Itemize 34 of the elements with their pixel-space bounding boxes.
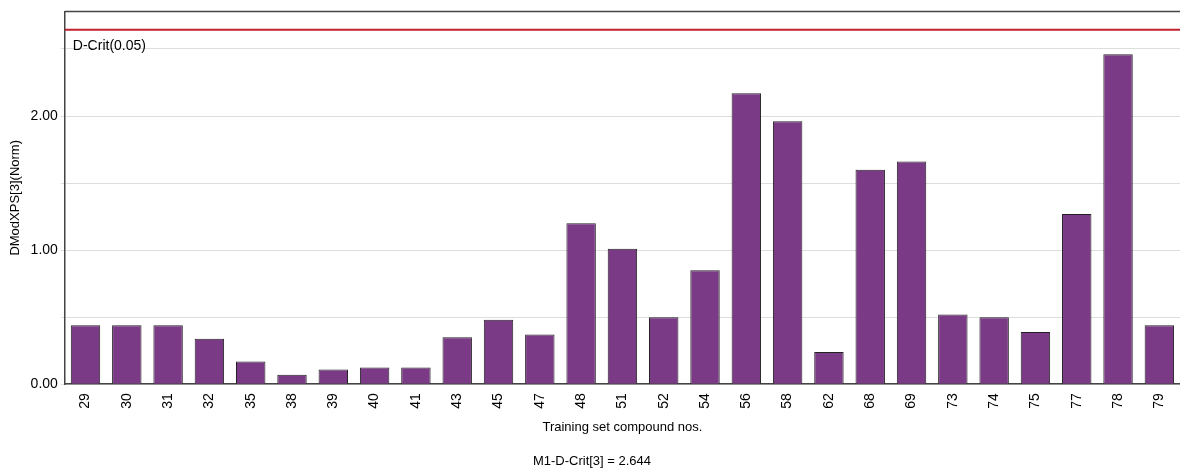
x-tick-label: 52 [654,393,671,409]
x-tick-label: 48 [571,393,588,409]
x-tick-label: 68 [861,393,878,409]
x-tick-label: 41 [406,393,423,409]
x-tick-label: 62 [819,393,836,409]
x-tick-label: 75 [1026,393,1043,409]
x-tick-label: 38 [282,393,299,409]
x-tick-label: 56 [737,393,754,409]
y-tick-label: 1.00 [30,240,59,257]
y-tick-label: 0.00 [30,375,59,392]
x-tick-label: 39 [324,393,341,409]
x-axis-title: Training set compound nos. [542,419,703,435]
y-tick-label: 2.00 [30,106,59,123]
x-tick-label: 35 [241,393,258,409]
x-tick-label: 45 [489,393,506,409]
x-tick-label: 78 [1108,393,1125,409]
x-tick-label: 54 [695,393,712,409]
y-axis-title: DModXPS[3](Norm) [7,140,23,256]
x-tick-label: 79 [1150,393,1167,409]
x-tick-label: 69 [902,393,919,409]
x-tick-label: 31 [158,393,175,409]
x-tick-label: 51 [613,393,630,409]
x-tick-label: 47 [530,393,547,409]
text: M1-D-Crit[3] = 2.644 [532,452,652,468]
x-tick-label: 43 [448,393,465,409]
x-tick-label: 58 [778,393,795,409]
x-tick-label: 40 [365,393,382,409]
x-tick-label: 74 [985,393,1001,409]
x-tick-label: 30 [117,393,134,409]
x-tick-label: 73 [943,393,960,409]
ref-line-label: D-Crit(0.05) [72,37,146,54]
x-tick-label: 29 [76,393,93,409]
x-tick-label: 32 [200,393,217,409]
x-tick-label: 77 [1067,393,1084,409]
